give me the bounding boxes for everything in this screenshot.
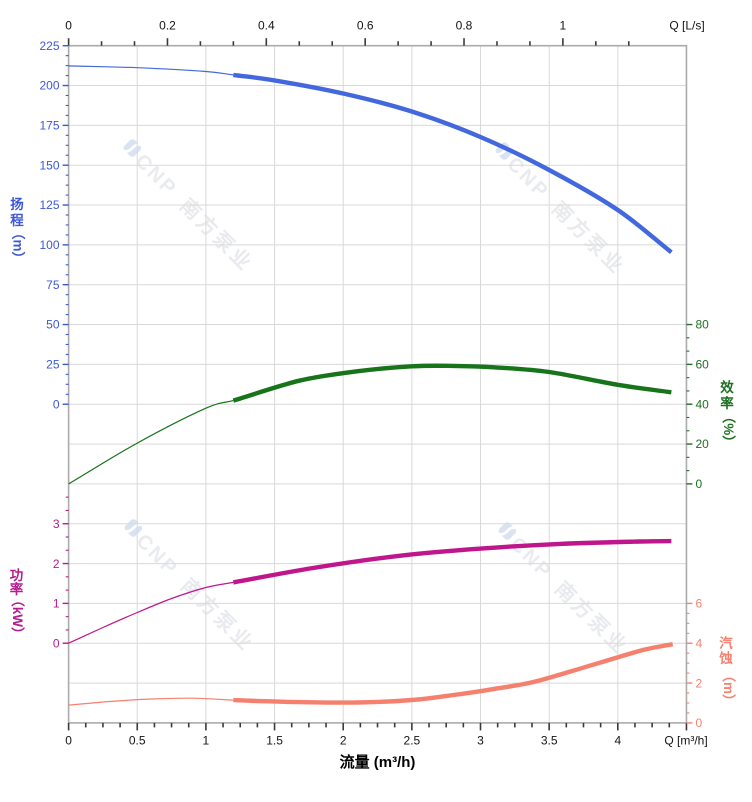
svg-text:20: 20 bbox=[696, 437, 710, 451]
svg-text:2: 2 bbox=[53, 557, 60, 571]
svg-text:0.4: 0.4 bbox=[258, 19, 275, 33]
svg-text:2.5: 2.5 bbox=[404, 734, 421, 748]
svg-text:效: 效 bbox=[720, 379, 734, 395]
svg-text:6: 6 bbox=[696, 597, 703, 611]
svg-text:40: 40 bbox=[696, 397, 710, 411]
svg-text:0: 0 bbox=[65, 19, 72, 33]
svg-text:150: 150 bbox=[39, 158, 59, 172]
svg-text:4: 4 bbox=[696, 636, 703, 650]
svg-text:蚀: 蚀 bbox=[718, 650, 733, 666]
svg-text:175: 175 bbox=[39, 119, 59, 133]
svg-text:3.5: 3.5 bbox=[541, 734, 558, 748]
svg-text:Q [L/s]: Q [L/s] bbox=[669, 19, 704, 33]
svg-text:80: 80 bbox=[696, 318, 710, 332]
svg-text:（kW）: （kW） bbox=[10, 593, 25, 640]
svg-text:225: 225 bbox=[39, 39, 59, 53]
svg-text:0: 0 bbox=[65, 734, 72, 748]
svg-text:0: 0 bbox=[53, 397, 60, 411]
svg-text:汽: 汽 bbox=[719, 635, 733, 651]
svg-text:0: 0 bbox=[53, 636, 60, 650]
svg-text:0.5: 0.5 bbox=[129, 734, 146, 748]
svg-text:0.8: 0.8 bbox=[456, 19, 473, 33]
svg-text:3: 3 bbox=[477, 734, 484, 748]
svg-text:0.2: 0.2 bbox=[159, 19, 176, 33]
svg-text:Q [m³/h]: Q [m³/h] bbox=[664, 734, 707, 748]
svg-text:100: 100 bbox=[39, 238, 59, 252]
svg-text:（%）: （%） bbox=[721, 410, 736, 449]
svg-text:0: 0 bbox=[696, 477, 703, 491]
svg-text:扬: 扬 bbox=[10, 196, 24, 212]
svg-text:75: 75 bbox=[46, 278, 60, 292]
svg-text:0.6: 0.6 bbox=[357, 19, 374, 33]
svg-text:（m）: （m） bbox=[11, 226, 26, 265]
svg-text:200: 200 bbox=[39, 79, 59, 93]
svg-text:流量 (m³/h): 流量 (m³/h) bbox=[340, 753, 416, 771]
svg-text:率: 率 bbox=[10, 581, 24, 597]
svg-text:功: 功 bbox=[10, 568, 24, 583]
svg-text:3: 3 bbox=[53, 517, 60, 531]
svg-text:2: 2 bbox=[340, 734, 347, 748]
svg-text:（m）: （m） bbox=[721, 669, 736, 708]
svg-text:50: 50 bbox=[46, 318, 60, 332]
svg-text:率: 率 bbox=[720, 395, 734, 411]
svg-text:1: 1 bbox=[560, 19, 567, 33]
svg-text:60: 60 bbox=[696, 358, 710, 372]
svg-text:程: 程 bbox=[10, 213, 24, 228]
svg-text:25: 25 bbox=[46, 358, 60, 372]
svg-text:1.5: 1.5 bbox=[266, 734, 283, 748]
svg-text:0: 0 bbox=[696, 716, 703, 730]
svg-text:4: 4 bbox=[614, 734, 621, 748]
svg-text:1: 1 bbox=[203, 734, 210, 748]
svg-text:125: 125 bbox=[39, 198, 59, 212]
svg-text:1: 1 bbox=[53, 597, 60, 611]
svg-text:2: 2 bbox=[696, 676, 703, 690]
